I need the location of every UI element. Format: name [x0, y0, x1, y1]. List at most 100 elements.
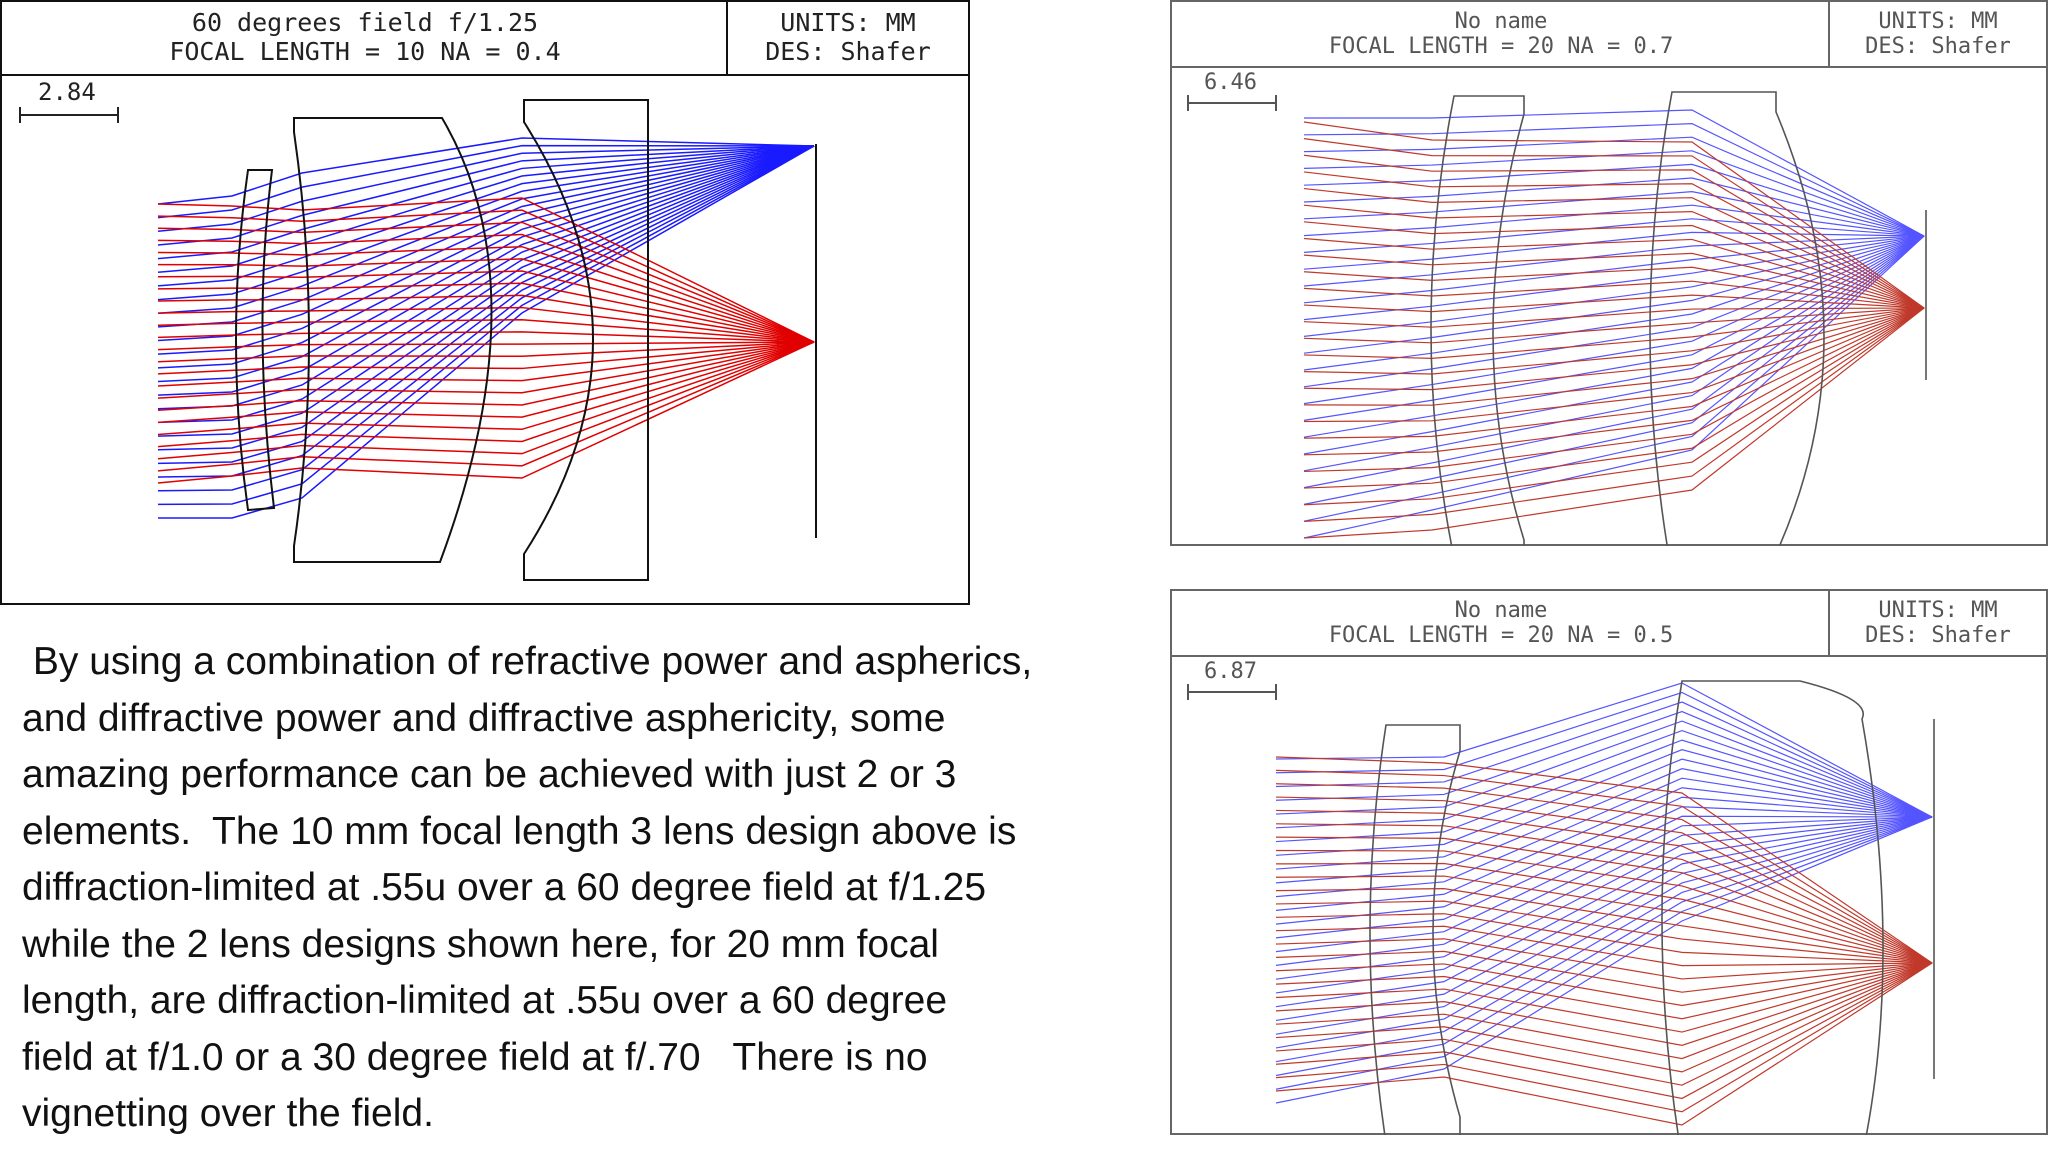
panel-2-blue-ray-13	[1303, 235, 1925, 321]
panel-1-red-ray-18	[157, 341, 815, 411]
panel-2-red-ray-17	[1303, 307, 1925, 391]
panel-2-header: No name FOCAL LENGTH = 20 NA = 0.7 UNITS…	[1172, 2, 2046, 68]
panel-2-blue-ray-8	[1303, 204, 1925, 237]
panel-1-blue-ray-14	[157, 145, 815, 383]
panel-3-blue-ray-9	[1275, 758, 1933, 870]
panel-2-blue-ray-3	[1303, 136, 1925, 237]
panel-3-red-ray-25	[1275, 962, 1933, 1113]
panel-1-red-ray-4	[157, 233, 815, 343]
panel-1-scale-value: 2.84	[38, 78, 96, 106]
panel-3-header: No name FOCAL LENGTH = 20 NA = 0.5 UNITS…	[1172, 591, 2046, 657]
panel-3-red-ray-9	[1275, 862, 1933, 964]
panel-3-red-ray-6	[1275, 823, 1933, 964]
panel-1-title: 60 degrees field f/1.25 FOCAL LENGTH = 1…	[2, 2, 728, 74]
description-text: By using a combination of refractive pow…	[22, 640, 1033, 1135]
panel-2-blue-ray-11	[1303, 235, 1925, 287]
panel-2-ray-trace	[1303, 91, 1927, 546]
panel-1-red-ray-14	[157, 341, 815, 363]
panel-2-red-ray-18	[1303, 307, 1925, 406]
panel-3-blue-ray-3	[1275, 701, 1933, 818]
panel-3-red-ray-15	[1275, 938, 1933, 980]
panel-1-lens-1	[235, 169, 276, 512]
panel-2-blue-ray-4	[1303, 150, 1925, 237]
panel-1-units: UNITS: MM	[780, 8, 916, 38]
panel-1-blue-ray-13	[157, 145, 815, 369]
panel-3-red-ray-17	[1275, 962, 1933, 1007]
panel-3-lens-2	[1661, 680, 1884, 1135]
panel-2-red-ray-11	[1303, 280, 1925, 309]
panel-1-red-ray-5	[157, 245, 815, 343]
panel-2-red-ray-22	[1303, 307, 1925, 473]
panel-2-blue-ray-16	[1303, 235, 1925, 371]
panel-1-blue-ray-15	[157, 145, 815, 396]
lens-diagram-panel-1: 60 degrees field f/1.25 FOCAL LENGTH = 1…	[0, 0, 970, 605]
panel-3-red-ray-1	[1275, 756, 1933, 964]
panel-3-blue-ray-5	[1275, 720, 1933, 818]
panel-1-title-line2: FOCAL LENGTH = 10 NA = 0.4	[169, 37, 561, 66]
panel-3-info: UNITS: MM DES: Shafer	[1828, 591, 2046, 655]
panel-1-designer: DES: Shafer	[765, 37, 931, 66]
panel-3-red-ray-16	[1275, 950, 1933, 993]
panel-1-lens-3	[523, 99, 649, 581]
panel-3-blue-ray-21	[1275, 816, 1933, 1035]
panel-2-red-ray-12	[1303, 294, 1925, 313]
panel-3-red-ray-7	[1275, 836, 1933, 964]
panel-3-blue-ray-20	[1275, 816, 1933, 1022]
panel-3-red-ray-12	[1275, 900, 1933, 964]
panel-2-lens-2	[1649, 91, 1825, 546]
panel-1-red-ray-1	[157, 197, 815, 343]
panel-2-red-ray-8	[1303, 237, 1925, 309]
panel-1-red-ray-7	[157, 270, 815, 343]
panel-2-title-line2: FOCAL LENGTH = 20 NA = 0.7	[1328, 34, 1674, 59]
panel-3-blue-ray-6	[1275, 729, 1933, 829]
panel-2-red-ray-2	[1303, 138, 1925, 309]
panel-3-red-ray-2	[1275, 769, 1933, 964]
panel-3-red-ray-23	[1275, 962, 1933, 1086]
panel-3-blue-ray-22	[1275, 816, 1933, 1049]
panel-2-red-ray-13	[1303, 307, 1925, 328]
panel-2-scale-value: 6.46	[1204, 70, 1257, 95]
panel-3-red-ray-19	[1275, 962, 1933, 1033]
panel-2-title: No name FOCAL LENGTH = 20 NA = 0.7	[1172, 2, 1830, 66]
panel-2-red-ray-20	[1303, 307, 1925, 439]
panel-3-blue-ray-4	[1275, 710, 1933, 818]
panel-3-red-ray-18	[1275, 962, 1933, 1020]
panel-3-blue-ray-1	[1275, 682, 1933, 818]
panel-3-blue-ray-15	[1275, 815, 1933, 953]
panel-1-blue-ray-21	[157, 145, 815, 478]
panel-1-blue-ray-5	[157, 145, 815, 260]
panel-2-title-line1: No name	[1454, 8, 1548, 34]
panel-3-blue-ray-24	[1275, 816, 1933, 1077]
panel-3-red-ray-3	[1275, 783, 1933, 964]
panel-2-blue-ray-1	[1304, 109, 1925, 237]
panel-1-blue-ray-22	[157, 145, 815, 492]
panel-3-blue-ray-7	[1275, 739, 1933, 843]
panel-3-lens-1	[1369, 724, 1461, 1135]
panel-1-blue-ray-24	[158, 145, 815, 519]
panel-1-blue-ray-1	[157, 137, 815, 205]
panel-2-blue-ray-7	[1303, 190, 1925, 237]
panel-2-red-ray-10	[1303, 266, 1925, 309]
panel-1-blue-ray-11	[157, 145, 815, 342]
panel-1-red-ray-12	[157, 331, 815, 343]
panel-3-blue-ray-25	[1275, 816, 1933, 1090]
panel-1-blue-ray-9	[157, 145, 815, 314]
panel-3-units: UNITS: MM	[1878, 597, 1998, 623]
panel-1-blue-ray-18	[157, 145, 815, 437]
lens-diagram-panel-2: No name FOCAL LENGTH = 20 NA = 0.7 UNITS…	[1170, 0, 2048, 546]
panel-2-red-ray-19	[1303, 307, 1925, 423]
panel-2-red-ray-5	[1303, 187, 1925, 309]
panel-2-blue-ray-12	[1303, 235, 1925, 304]
panel-1-red-ray-16	[157, 341, 815, 387]
panel-1-lens-2	[293, 117, 493, 563]
panel-1-red-ray-11	[157, 318, 815, 343]
panel-1-title-line1: 60 degrees field f/1.25	[191, 8, 539, 38]
panel-1-red-ray-17	[157, 341, 815, 399]
panel-2-red-ray-16	[1303, 307, 1925, 375]
panel-2-blue-ray-10	[1303, 231, 1925, 270]
panel-3-blue-ray-17	[1275, 816, 1933, 980]
panel-3-blue-ray-23	[1275, 816, 1933, 1063]
panel-2-red-ray-1	[1303, 121, 1925, 309]
panel-1-red-ray-21	[157, 341, 815, 448]
panel-2-red-ray-26	[1303, 307, 1925, 539]
